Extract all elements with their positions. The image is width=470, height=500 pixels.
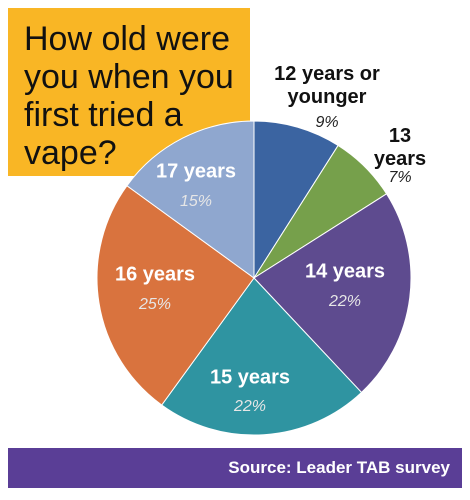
value-label: 22% — [328, 293, 362, 310]
source-bar: Source: Leader TAB survey — [8, 448, 462, 488]
slice-label: 17 years — [155, 160, 237, 183]
pie-slice — [126, 120, 255, 279]
pie-slice — [253, 193, 412, 394]
slice-label: 13 years — [373, 125, 427, 170]
slice-label: 14 years — [304, 260, 386, 283]
pie-slice — [96, 185, 255, 406]
value-label: 15% — [179, 193, 213, 210]
source: Source: Leader TAB survey — [228, 458, 450, 477]
slice-label: 16 years — [114, 263, 196, 286]
chart-title: How old were you when you first tried a … — [24, 20, 234, 172]
value-label: 25% — [138, 296, 172, 313]
title-box: How old were you when you first tried a … — [8, 8, 250, 176]
pie-slice — [253, 120, 339, 280]
pie-slice — [161, 277, 363, 436]
value-label: 22% — [233, 398, 267, 415]
slice-label: 12 years or younger — [274, 63, 380, 108]
slice-label: 15 years — [209, 366, 291, 389]
value-label: 7% — [388, 169, 412, 186]
value-label: 9% — [315, 114, 339, 131]
